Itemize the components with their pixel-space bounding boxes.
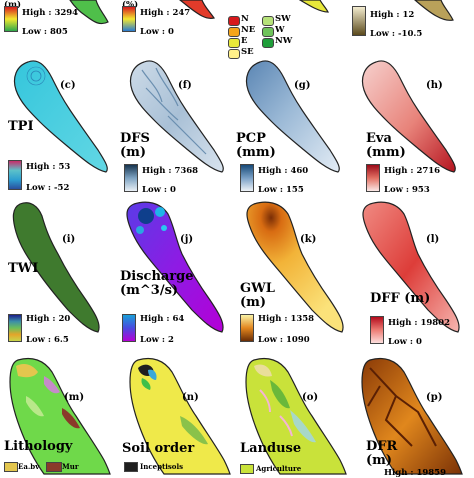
slope-high-label: High : 247 <box>140 8 191 18</box>
elevation-low-label: Low : 805 <box>22 27 68 37</box>
aspect-legend-label-ne: NE <box>241 25 256 35</box>
discharge-high-label: High : 64 <box>140 314 185 324</box>
soil-order-legend-swatch-1 <box>124 462 138 472</box>
twi-legend-ramp <box>8 314 22 342</box>
curvature-low-label: Low : -10.5 <box>370 29 423 39</box>
slope-unit: (%) <box>122 0 139 10</box>
aspect-legend-label-w: W <box>275 25 285 35</box>
landuse-legend-swatch-1 <box>240 464 254 474</box>
aspect-legend-swatch-se <box>228 49 240 59</box>
aspect-legend-swatch-ne <box>228 27 240 37</box>
aspect-legend-label-sw: SW <box>275 14 291 24</box>
landuse-title: Landuse <box>240 441 302 456</box>
curvature-high-label: High : 12 <box>370 10 415 20</box>
eva-legend-ramp <box>366 164 380 192</box>
slope-low-label: Low : 0 <box>140 27 174 37</box>
eva-map <box>361 60 456 173</box>
dfr-high-label: High : 19859 <box>384 468 447 478</box>
slope-legend-ramp <box>122 6 136 32</box>
discharge-panel-letter: (j) <box>180 234 194 245</box>
gwl-panel-letter: (k) <box>300 234 317 245</box>
twi-high-label: High : 20 <box>26 314 71 324</box>
dfs-low-label: Low : 0 <box>142 185 176 195</box>
gwl-legend-ramp <box>240 314 254 342</box>
tpi-map <box>13 60 108 173</box>
aspect-legend-swatch-n <box>228 16 240 26</box>
eva-high-label: High : 2716 <box>384 166 441 176</box>
tpi-legend-ramp <box>8 160 22 190</box>
landuse-map <box>245 357 347 475</box>
dff-title: DFF (m) <box>370 291 431 306</box>
aspect-legend-label-se: SE <box>241 47 254 57</box>
dff-legend-ramp <box>370 316 384 344</box>
twi-low-label: Low : 6.5 <box>26 335 69 345</box>
discharge-low-label: Low : 2 <box>140 335 174 345</box>
aspect-legend-swatch-sw <box>262 16 274 26</box>
tpi-title: TPI <box>8 119 34 134</box>
discharge-legend-ramp <box>122 314 136 342</box>
discharge-title: Discharge (m^3/s) <box>120 269 194 298</box>
curvature-map <box>414 0 454 21</box>
lithology-legend-swatch-1 <box>4 462 18 472</box>
tpi-panel-letter: (c) <box>60 80 76 91</box>
twi-map <box>12 202 100 333</box>
soil-order-legend-label-1: Inceptisols <box>140 462 184 471</box>
dfr-map <box>361 357 463 475</box>
pcp-title: PCP (mm) <box>236 131 276 160</box>
aspect-legend-swatch-nw <box>262 38 274 48</box>
soil-order-title: Soil order <box>122 441 195 456</box>
dfs-legend-ramp <box>124 164 138 192</box>
lithology-legend-label-2: Mur <box>62 462 79 471</box>
twi-panel-letter: (i) <box>62 234 76 245</box>
dff-low-label: Low : 0 <box>388 337 422 347</box>
aspect-legend: N SW NE W E NW SE <box>228 0 318 62</box>
lithology-title: Lithology <box>4 439 73 454</box>
dfr-panel-letter: (p) <box>426 392 443 403</box>
elevation-legend-ramp <box>4 6 18 32</box>
lithology-legend-swatch-2 <box>46 462 62 472</box>
dff-map <box>362 201 460 333</box>
pcp-high-label: High : 460 <box>258 166 309 176</box>
gwl-map <box>246 201 344 333</box>
tpi-high-label: High : 53 <box>26 162 71 172</box>
aspect-legend-label-e: E <box>241 36 248 46</box>
dfr-title: DFR (m) <box>366 439 398 468</box>
curvature-legend-ramp <box>352 6 366 36</box>
landuse-panel-letter: (o) <box>302 392 319 403</box>
elevation-high-label: High : 3294 <box>22 8 79 18</box>
twi-title: TWI <box>8 261 39 276</box>
dfs-map <box>129 60 224 173</box>
dfs-title: DFS (m) <box>120 131 150 160</box>
gwl-title: GWL (m) <box>240 281 275 310</box>
gwl-low-label: Low : 1090 <box>258 335 310 345</box>
tpi-low-label: Low : -52 <box>26 183 70 193</box>
eva-low-label: Low : 953 <box>384 185 430 195</box>
pcp-legend-ramp <box>240 164 254 192</box>
soil-order-map <box>129 357 231 475</box>
pcp-map <box>245 60 340 173</box>
dff-panel-letter: (l) <box>426 234 440 245</box>
aspect-legend-swatch-w <box>262 27 274 37</box>
dff-high-label: High : 19802 <box>388 318 451 328</box>
discharge-map <box>126 201 224 333</box>
landuse-legend-label-1: Agriculture <box>256 464 302 473</box>
eva-title: Eva (mm) <box>366 131 406 160</box>
elevation-unit: (m) <box>4 0 22 10</box>
elevation-map <box>69 0 109 25</box>
dfs-panel-letter: (f) <box>178 80 192 91</box>
aspect-legend-swatch-e <box>228 38 240 48</box>
aspect-legend-label-nw: NW <box>275 36 293 46</box>
pcp-panel-letter: (g) <box>294 80 311 91</box>
aspect-map <box>298 0 329 13</box>
aspect-legend-label-n: N <box>241 14 249 24</box>
pcp-low-label: Low : 155 <box>258 185 304 195</box>
lithology-panel-letter: (m) <box>64 392 85 403</box>
lithology-legend-label-1: Ea.bv <box>18 462 40 471</box>
eva-panel-letter: (h) <box>426 80 443 91</box>
lithology-map <box>9 357 111 475</box>
slope-map <box>179 0 215 19</box>
soil-order-panel-letter: (n) <box>182 392 199 403</box>
dfs-high-label: High : 7368 <box>142 166 199 176</box>
gwl-high-label: High : 1358 <box>258 314 315 324</box>
